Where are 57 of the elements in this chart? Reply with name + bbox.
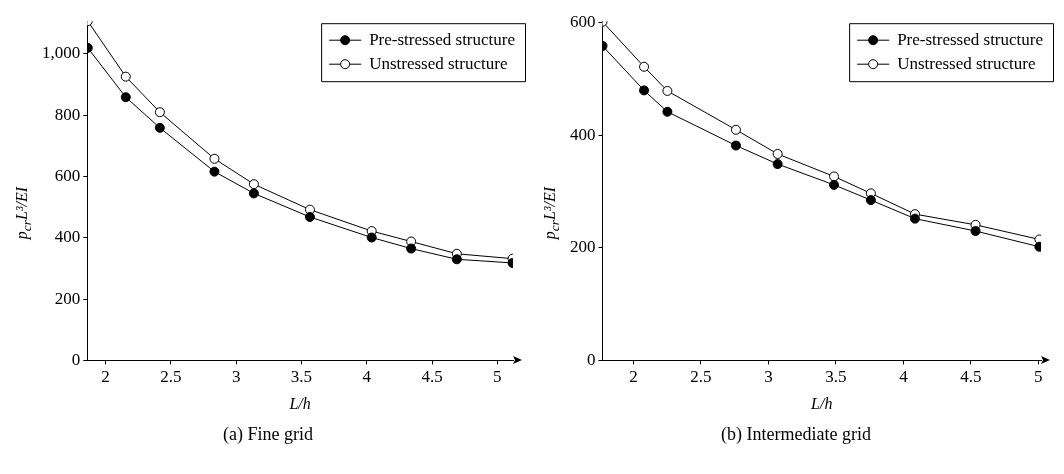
x-tick-label: 4 [362, 367, 372, 387]
y-tick-label: 400 [54, 227, 81, 247]
y-tick-label: 200 [54, 288, 81, 308]
point [639, 85, 650, 96]
point [909, 213, 920, 224]
point [209, 153, 220, 164]
point [829, 171, 840, 182]
x-tick-label: 2 [101, 367, 110, 387]
point [865, 195, 876, 206]
y-tick-label: 0 [587, 349, 596, 369]
y-tick-label: 0 [71, 349, 81, 369]
point [120, 92, 131, 103]
point [304, 212, 315, 222]
x-tick-label: 3.5 [825, 367, 847, 387]
text: (b) Intermediate grid [721, 424, 871, 445]
x-tick-label: 4.5 [960, 367, 982, 387]
legend-label: Unstressed structure [897, 53, 1036, 73]
point [209, 166, 220, 177]
point [406, 243, 417, 254]
point [154, 122, 165, 133]
x-axis-title: L/h [810, 394, 833, 412]
point [248, 188, 259, 199]
point [120, 71, 131, 82]
point [154, 107, 165, 118]
x-tick-label: 2 [629, 367, 638, 387]
x-tick-label: 4.5 [421, 367, 443, 387]
x-tick-label: 3 [764, 367, 773, 387]
y-tick-label: 400 [570, 124, 596, 144]
x-tick-label: 5 [1034, 367, 1043, 387]
point [366, 232, 377, 243]
legend-label: Pre-stressed structure [897, 29, 1044, 49]
point [772, 159, 783, 170]
point [772, 148, 783, 159]
point [829, 179, 840, 190]
y-tick-label: 600 [54, 166, 81, 186]
y-tick-label: 600 [570, 12, 596, 32]
x-tick-label: 2.5 [690, 367, 712, 387]
x-tick-label: 3.5 [290, 367, 313, 387]
legend-label: Pre-stressed structure [369, 29, 516, 49]
y-tick-label: 1,000 [42, 43, 81, 63]
x-tick-label: 2.5 [160, 367, 182, 387]
text: (a) Fine grid [223, 424, 313, 445]
x-axis-title: L/h [288, 394, 311, 412]
y-tick-label: 200 [570, 237, 596, 257]
point [970, 226, 981, 237]
point [451, 254, 462, 265]
point [248, 179, 259, 190]
x-tick-label: 4 [899, 367, 909, 387]
x-tick-label: 3 [231, 367, 241, 387]
y-tick-label: 800 [54, 104, 81, 124]
point [639, 61, 650, 72]
point [662, 106, 673, 117]
legend-label: Unstressed structure [369, 53, 508, 73]
point [730, 140, 741, 151]
point [662, 85, 673, 96]
point [730, 124, 741, 135]
x-tick-label: 5 [493, 367, 502, 387]
